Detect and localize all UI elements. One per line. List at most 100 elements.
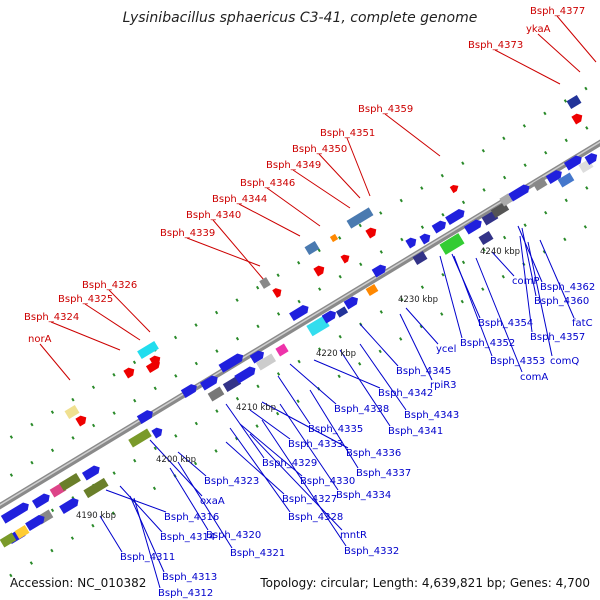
- scale-label: 4210 kbp: [236, 403, 276, 413]
- scale-label: 4200 kbp: [156, 455, 196, 465]
- label-leader: [277, 375, 311, 425]
- gene-label: Bsph_4353: [490, 356, 545, 367]
- gene-label: Bsph_4333: [288, 439, 343, 450]
- gene-feature: [145, 361, 160, 374]
- gene-feature: [75, 415, 87, 427]
- label-leader: [105, 489, 167, 513]
- gene-feature: [563, 155, 582, 171]
- label-leader: [527, 241, 553, 357]
- gene-feature: [405, 237, 417, 249]
- gene-feature: [234, 366, 256, 384]
- gene-label: Bsph_4346: [240, 178, 295, 189]
- gene-feature: [0, 502, 29, 524]
- tick-row-outer: [0, 78, 600, 446]
- label-leader: [119, 485, 163, 533]
- gene-feature: [83, 477, 109, 499]
- gene-feature: [59, 498, 79, 515]
- label-leader: [556, 15, 597, 63]
- gene-label: Bsph_4343: [404, 410, 459, 421]
- gene-feature: [557, 172, 575, 188]
- label-leader: [309, 389, 359, 469]
- label-leader: [318, 153, 361, 199]
- gene-feature: [419, 233, 431, 245]
- gene-label: Bsph_4354: [478, 318, 533, 329]
- gene-label: Bsph_4362: [540, 282, 595, 293]
- label-leader: [359, 343, 407, 411]
- gene-label: Bsph_4340: [186, 210, 241, 221]
- gene-feature: [329, 233, 339, 243]
- gene-feature: [545, 170, 562, 184]
- gene-feature: [584, 153, 598, 165]
- gene-feature: [365, 227, 377, 239]
- gene-label: Bsph_4320: [206, 530, 261, 541]
- gene-label: rpiR3: [430, 380, 457, 391]
- label-leader: [249, 433, 343, 531]
- gene-feature: [289, 305, 309, 322]
- gene-feature: [137, 340, 159, 360]
- gene-label: Bsph_4323: [204, 476, 259, 487]
- label-leader: [229, 427, 291, 513]
- label-leader: [494, 49, 561, 85]
- label-leader: [451, 253, 481, 319]
- gene-feature: [431, 220, 446, 234]
- gene-feature: [335, 306, 349, 318]
- gene-feature: [313, 265, 325, 277]
- gene-feature: [259, 277, 271, 289]
- label-leader: [292, 169, 351, 209]
- gene-label: Bsph_4326: [82, 280, 137, 291]
- gene-feature: [272, 288, 282, 298]
- gene-label: norA: [28, 334, 52, 345]
- gene-label: Bsph_4332: [344, 546, 399, 557]
- label-leader: [521, 227, 537, 297]
- gene-feature: [304, 241, 320, 255]
- label-leader: [313, 359, 381, 389]
- gene-feature: [439, 233, 465, 255]
- label-leader: [169, 467, 209, 531]
- gene-feature: [249, 350, 264, 364]
- gene-feature: [151, 427, 163, 439]
- label-leader: [537, 33, 581, 73]
- gene-label: Bsph_4328: [288, 512, 343, 523]
- gene-label: Bsph_4321: [230, 548, 285, 559]
- label-leader: [50, 321, 121, 351]
- label-leader: [239, 423, 303, 477]
- gene-feature: [321, 310, 336, 324]
- gene-label: Bsph_4335: [308, 424, 363, 435]
- gene-label: Bsph_4344: [212, 194, 267, 205]
- gene-feature: [14, 525, 30, 539]
- label-leader: [359, 323, 399, 367]
- label-leader: [84, 303, 141, 341]
- gene-feature: [371, 264, 386, 278]
- gene-feature: [306, 315, 330, 337]
- gene-feature: [207, 386, 225, 402]
- gene-label: Bsph_4325: [58, 294, 113, 305]
- gene-feature: [566, 95, 582, 109]
- label-leader: [399, 313, 433, 381]
- gene-feature: [508, 184, 530, 202]
- label-leader: [266, 187, 321, 227]
- label-leader: [99, 515, 123, 553]
- gene-feature: [123, 367, 135, 379]
- label-leader: [279, 403, 339, 491]
- topology-text: Topology: circular; Length: 4,639,821 bp…: [260, 576, 590, 590]
- gene-feature: [222, 376, 242, 392]
- gene-label: Bsph_4341: [388, 426, 443, 437]
- gene-label: comP: [512, 276, 539, 287]
- gene-feature: [136, 410, 153, 424]
- gene-label: Bsph_4349: [266, 160, 321, 171]
- gene-label: Bsph_4338: [334, 404, 389, 415]
- label-leader: [261, 419, 347, 547]
- gene-label: Bsph_4330: [300, 476, 355, 487]
- label-leader: [475, 257, 523, 373]
- gene-label: Bsph_4337: [356, 468, 411, 479]
- gene-label: ycel: [436, 344, 456, 355]
- gene-label: Bsph_4316: [164, 512, 219, 523]
- gene-label: Bsph_4314: [160, 532, 215, 543]
- gene-label: Bsph_4311: [120, 552, 175, 563]
- gene-feature: [463, 219, 482, 235]
- gene-feature: [412, 251, 428, 265]
- gene-label: Bsph_4324: [24, 312, 79, 323]
- label-leader: [177, 451, 207, 477]
- accession-text: Accession: NC_010382: [10, 576, 147, 590]
- label-leader: [517, 225, 543, 283]
